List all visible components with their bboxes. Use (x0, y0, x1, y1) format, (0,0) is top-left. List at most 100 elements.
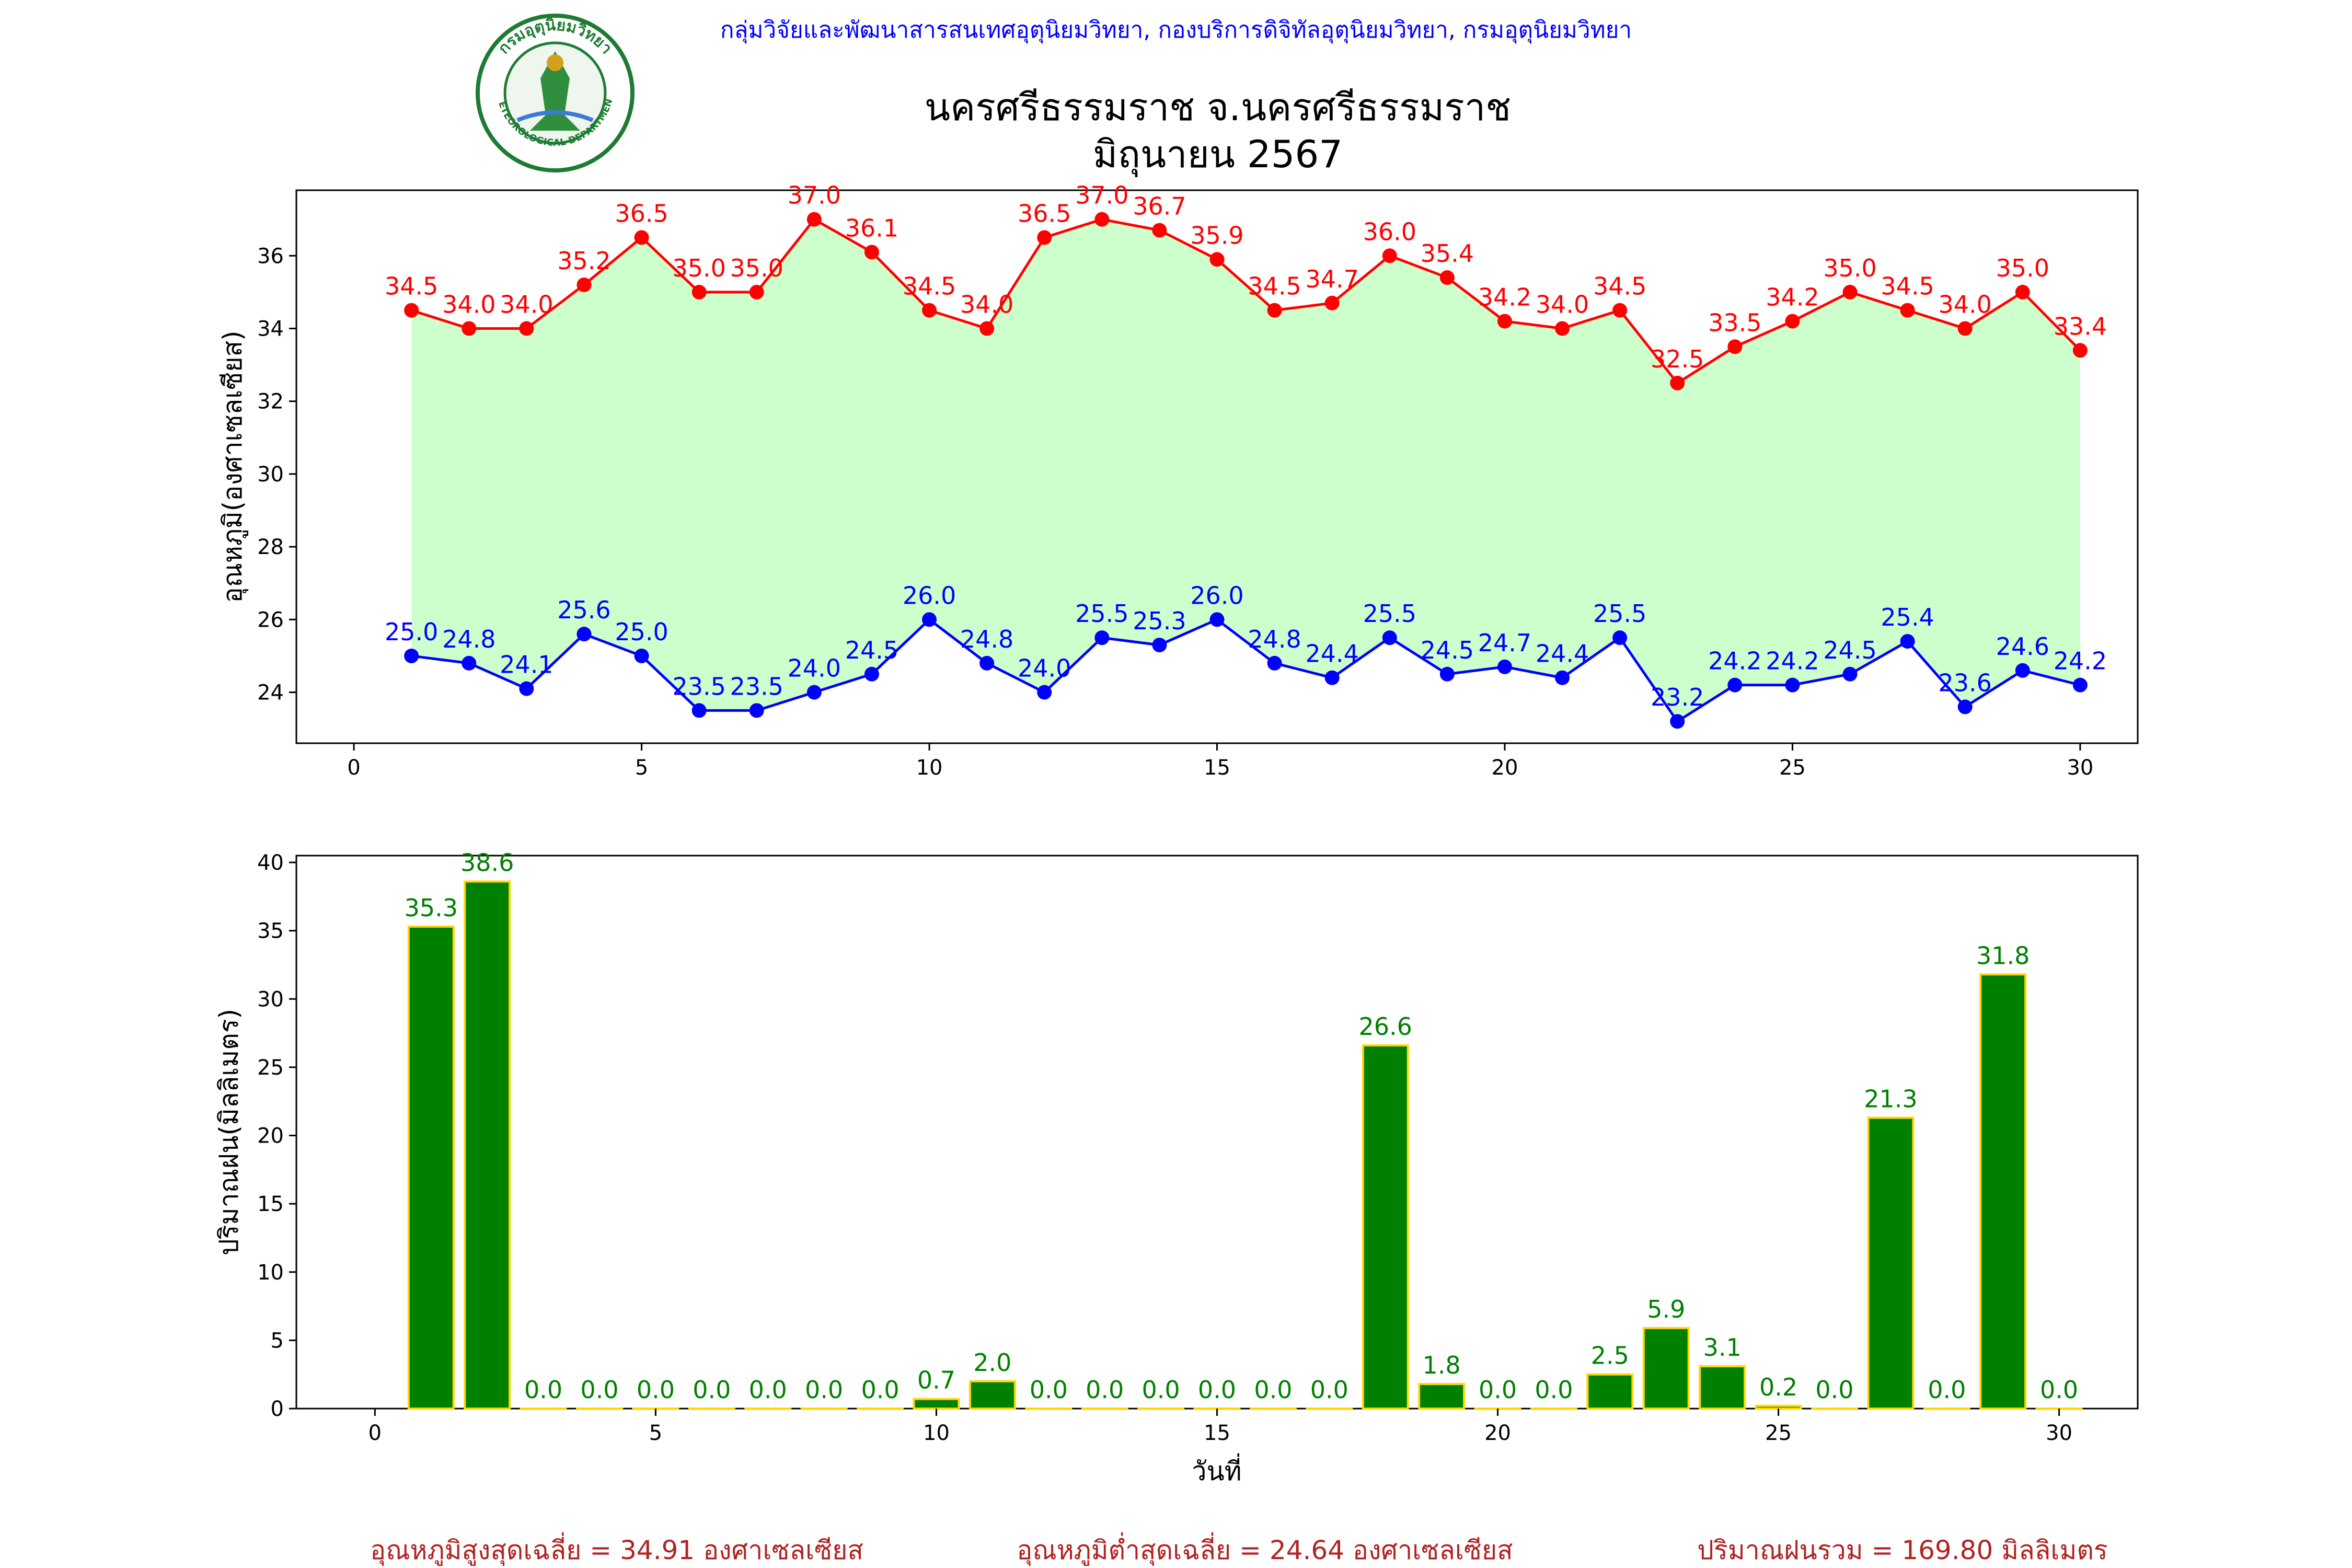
rainfall-y-tick-label: 20 (257, 1124, 284, 1148)
rainfall-bar-label: 0.0 (1479, 1376, 1517, 1404)
temperature-x-tick-label: 10 (916, 756, 943, 780)
temperature-min-point (1842, 666, 1858, 682)
temperature-min-point (1382, 630, 1397, 645)
temperature-min-point (1267, 655, 1282, 671)
temperature-min-point (979, 655, 995, 671)
rainfall-bar-label: 0.0 (1030, 1376, 1068, 1404)
temperature-min-label: 25.0 (385, 618, 438, 646)
temperature-max-label: 36.5 (1018, 199, 1071, 227)
rainfall-x-tick-label: 0 (368, 1421, 382, 1445)
temperature-max-point (1439, 270, 1455, 285)
rainfall-bar-label: 31.8 (1976, 941, 2030, 970)
rainfall-y-tick-label: 40 (257, 851, 284, 875)
temperature-max-line (411, 217, 2081, 385)
temperature-min-point (404, 648, 419, 663)
temperature-max-label: 35.0 (672, 254, 725, 282)
temperature-y-tick-label: 30 (257, 463, 284, 487)
rainfall-x-axis-label: วันที่ (1192, 1454, 1241, 1486)
temperature-min-point (806, 685, 822, 700)
rainfall-bar (407, 925, 455, 1410)
department-logo: กรมอุตุนิยมวิทยา METEOROLOGICAL DEPARTME… (0, 0, 635, 172)
temperature-min-label: 24.4 (1305, 640, 1358, 668)
temperature-max-point (1900, 303, 1915, 318)
temperature-min-point (1900, 634, 1915, 649)
rainfall-x-tick-label: 20 (1484, 1421, 1511, 1445)
rainfall-bar (913, 1398, 960, 1410)
temperature-min-label: 24.2 (2054, 647, 2107, 675)
rainfall-plot-frame (295, 855, 2139, 1410)
temperature-max-label: 34.5 (1593, 272, 1646, 301)
rainfall-bar-label: 2.5 (1591, 1342, 1629, 1370)
rainfall-bar-label: 38.6 (460, 849, 514, 877)
rainfall-bar (1699, 1365, 1746, 1410)
rainfall-bar (1642, 1327, 1690, 1410)
rainfall-y-tick-label: 5 (271, 1329, 284, 1353)
temperature-max-point (864, 245, 879, 260)
temperature-max-point (1152, 223, 1167, 238)
chart-subtitle: มิถุนายน 2567 (1093, 132, 1343, 177)
temperature-max-point (806, 212, 822, 227)
temperature-max-point (1555, 321, 1570, 336)
rainfall-bar-label: 2.0 (973, 1348, 1011, 1377)
rainfall-bar-label: 0.0 (1254, 1376, 1292, 1404)
temperature-min-point (864, 666, 879, 682)
temperature-range-fill (411, 219, 2080, 722)
rainfall-bar (969, 1380, 1016, 1410)
rainfall-y-axis-label: ปริมาณฝน(มิลลิเมตร) (214, 1009, 244, 1255)
temperature-max-point (1324, 295, 1340, 310)
temperature-max-point (2015, 284, 2030, 299)
temperature-max-label: 34.0 (500, 291, 553, 319)
temperature-x-tick-label: 20 (1492, 756, 1518, 780)
temperature-min-label: 24.8 (442, 625, 495, 653)
rainfall-x-tick-label: 30 (2046, 1421, 2072, 1445)
temperature-max-label: 35.2 (557, 247, 610, 275)
temperature-y-tick-label: 32 (257, 390, 284, 414)
rainfall-bar-label: 0.0 (637, 1376, 675, 1404)
temperature-max-point (1267, 303, 1282, 318)
temperature-min-label: 24.8 (960, 625, 1013, 653)
rainfall-bar-label: 0.0 (1198, 1376, 1236, 1404)
temperature-min-label: 24.5 (845, 636, 898, 664)
temperature-x-tick-label: 30 (2067, 756, 2093, 780)
temperature-max-label: 33.5 (1708, 308, 1761, 337)
rainfall-x-tick-label: 15 (1204, 1421, 1230, 1445)
temperature-min-point (1152, 638, 1167, 653)
rainfall-bar-label: 0.0 (1535, 1376, 1573, 1404)
temperature-min-point (634, 648, 649, 663)
rainfall-bar-label: 21.3 (1864, 1085, 1917, 1113)
temperature-max-label: 37.0 (1075, 181, 1128, 210)
rainfall-y-tick-label: 25 (257, 1056, 284, 1080)
temperature-y-axis-label: อุณหภูมิ(องศาเซลเซียส) (217, 330, 248, 603)
rainfall-y-tick-label: 35 (257, 919, 284, 943)
temperature-min-label: 26.0 (1190, 581, 1243, 609)
temperature-min-label: 24.7 (1478, 629, 1531, 657)
temperature-max-label: 34.7 (1305, 265, 1358, 293)
temperature-max-point (519, 321, 534, 336)
temperature-max-point (691, 284, 707, 299)
rainfall-bar (464, 880, 511, 1410)
temperature-max-label: 33.4 (2054, 312, 2107, 340)
temperature-max-label: 36.7 (1133, 192, 1186, 221)
rainfall-bar-label: 0.0 (524, 1376, 562, 1404)
rainfall-bar-label: 0.7 (917, 1366, 955, 1394)
temperature-max-point (1612, 303, 1628, 318)
temperature-min-label: 24.2 (1766, 647, 1819, 675)
temperature-min-point (519, 681, 534, 696)
rainfall-x-tick-label: 5 (649, 1421, 662, 1445)
temperature-min-point (1785, 677, 1800, 693)
rainfall-y-tick-label: 0 (271, 1397, 284, 1421)
temperature-min-label: 24.8 (1248, 625, 1301, 653)
temperature-min-point (1957, 699, 1973, 714)
temperature-min-point (1209, 612, 1225, 627)
rainfall-bar-label: 26.6 (1359, 1012, 1412, 1041)
temperature-max-label: 32.5 (1651, 345, 1704, 373)
summary-rain-total: ปริมาณฝนรวม = 169.80 มิลลิเมตร (1697, 1535, 2108, 1565)
rainfall-bar (1362, 1044, 1409, 1410)
temperature-max-point (634, 230, 649, 245)
temperature-max-label: 35.0 (1996, 254, 2049, 282)
temperature-min-point (1324, 670, 1340, 685)
temperature-min-point (922, 612, 937, 627)
temperature-max-point (2072, 343, 2088, 358)
temperature-max-point (1785, 314, 1800, 329)
temperature-min-label: 24.0 (1018, 654, 1071, 683)
